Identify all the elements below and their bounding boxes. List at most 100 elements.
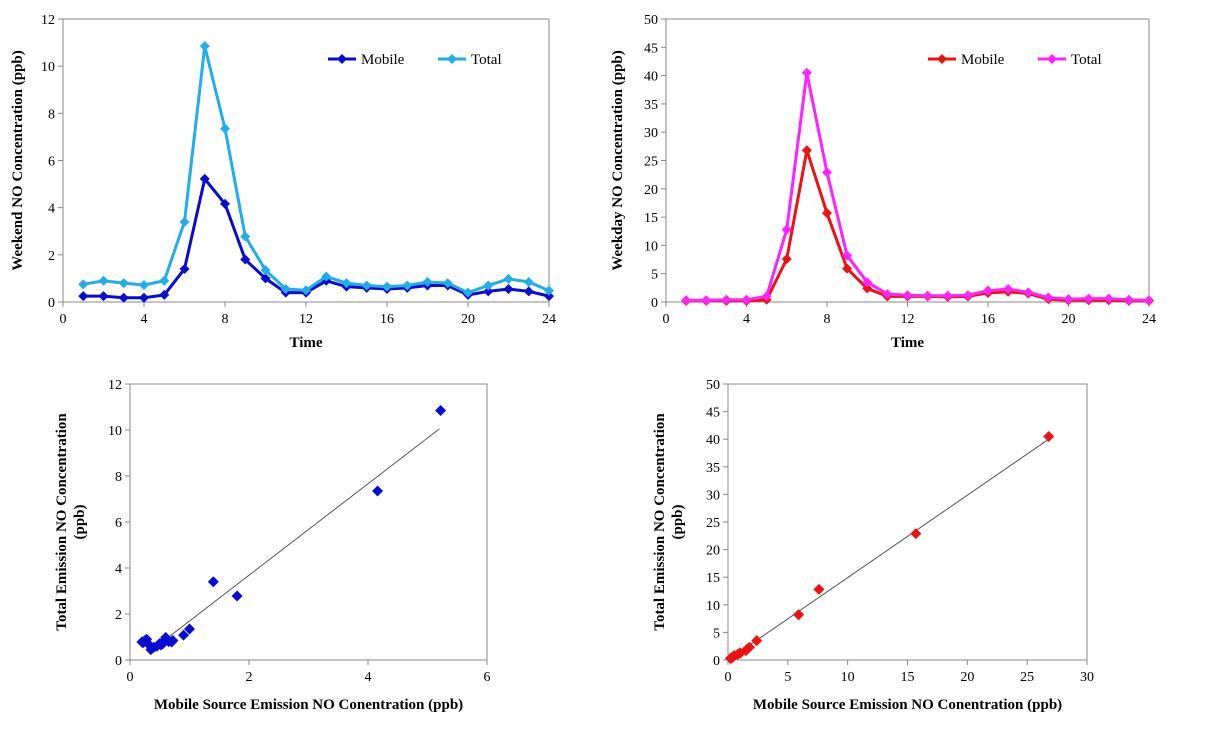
data-point-total xyxy=(503,273,514,284)
data-point-mobile xyxy=(801,145,812,156)
y-tick-label: 10 xyxy=(41,60,55,75)
y-tick-label: 4 xyxy=(115,562,122,577)
x-tick-label: 0 xyxy=(127,670,134,685)
scatter-point xyxy=(178,629,190,641)
plot-area-frame xyxy=(727,383,1088,661)
x-tick-label: 16 xyxy=(380,312,394,327)
scatter-point xyxy=(167,634,179,646)
x-tick-label: 24 xyxy=(542,312,556,327)
data-point-mobile xyxy=(159,289,170,300)
x-tick-label: 2 xyxy=(246,670,253,685)
scatter-point xyxy=(1043,430,1055,442)
data-point-total xyxy=(544,285,554,296)
legend-marker-mobile xyxy=(337,54,347,64)
x-axis-title: Mobile Source Emission NO Conentration (… xyxy=(154,697,463,713)
data-point-mobile xyxy=(483,286,494,297)
data-point-total xyxy=(922,290,933,301)
series-line-mobile xyxy=(686,149,1149,303)
x-tick-label: 12 xyxy=(299,312,313,327)
scatter-point xyxy=(231,590,243,602)
data-point-total xyxy=(139,280,149,291)
data-point-total xyxy=(463,287,473,298)
weekend-scatter-chart: 0 2 4 6 0 2 4 6 8 10 12 Mobile Source Emission NO C… xyxy=(0,362,600,742)
data-point-mobile xyxy=(862,283,873,294)
data-point-total xyxy=(781,224,792,235)
y-tick-label: 15 xyxy=(644,211,658,226)
x-tick-label: 20 xyxy=(960,670,974,685)
scatter-point xyxy=(813,583,825,595)
y-tick-label: 40 xyxy=(706,433,720,448)
legend-marker-mobile xyxy=(937,54,947,64)
y-tick-label: 15 xyxy=(706,571,720,586)
y-tick-label: 35 xyxy=(706,461,720,476)
data-point-mobile xyxy=(179,263,190,274)
legend-marker-total xyxy=(1047,54,1057,64)
scatter-point xyxy=(744,641,756,653)
y-tick-label: 50 xyxy=(644,13,658,28)
x-tick-label: 30 xyxy=(1080,670,1094,685)
data-point-total xyxy=(179,216,190,227)
x-tick-label: 15 xyxy=(901,670,915,685)
scatter-point xyxy=(207,576,219,588)
data-point-mobile xyxy=(78,291,89,302)
y-tick-label: 5 xyxy=(651,268,658,283)
weekday-line-chart-svg: 0 4 8 12 16 20 24 0 5 10 15 20 25 30 35 40 45 50 Time Weekd… xyxy=(610,13,1156,351)
plot-area-frame xyxy=(129,383,488,661)
data-point-total xyxy=(701,295,712,306)
weekday-line-chart: 0 4 8 12 16 20 24 0 5 10 15 20 25 30 35 40 45 50 Time Weekd… xyxy=(600,0,1211,360)
data-point-total xyxy=(1144,295,1154,306)
x-tick-label: 4 xyxy=(743,312,750,327)
data-point-total xyxy=(983,285,993,296)
y-tick-label: 20 xyxy=(706,544,720,559)
data-point-total xyxy=(220,123,230,134)
data-point-total xyxy=(1003,283,1014,294)
data-point-mobile xyxy=(822,208,832,219)
scatter-point xyxy=(435,404,447,416)
data-point-total xyxy=(199,41,210,52)
data-point-total xyxy=(1063,294,1074,305)
x-tick-label: 6 xyxy=(484,670,491,685)
y-tick-label: 0 xyxy=(115,654,122,669)
y-tick-label: 8 xyxy=(48,107,55,122)
legend-label-total: Total xyxy=(1071,52,1102,68)
scatter-point xyxy=(734,647,746,659)
data-point-total xyxy=(98,275,109,286)
x-tick-label: 20 xyxy=(461,312,475,327)
weekday-scatter-chart-svg: 0 5 10 15 20 25 30 0 5 10 15 20 25 30 35 40 45 50 Mobile S… xyxy=(652,378,1094,713)
weekday-scatter-chart: 0 5 10 15 20 25 30 0 5 10 15 20 25 30 35 40 45 50 Mobile S… xyxy=(600,362,1211,742)
y-tick-label: 12 xyxy=(41,13,55,28)
scatter-point xyxy=(184,623,195,635)
x-tick-label: 4 xyxy=(365,670,372,685)
data-point-total xyxy=(1083,293,1094,304)
y-tick-label: 20 xyxy=(644,183,658,198)
data-point-total xyxy=(422,276,433,287)
data-point-total xyxy=(862,277,873,288)
data-point-total xyxy=(240,231,251,242)
weekend-scatter-chart-svg: 0 2 4 6 0 2 4 6 8 10 12 Mobile Source Emission NO C… xyxy=(54,378,491,713)
data-point-total xyxy=(962,290,973,301)
data-point-total xyxy=(801,67,812,78)
data-point-total xyxy=(523,276,534,287)
x-axis-title: Mobile Source Emission NO Conentration (… xyxy=(753,697,1062,713)
data-point-mobile xyxy=(260,273,271,284)
data-point-mobile xyxy=(240,254,251,265)
data-point-mobile xyxy=(98,291,109,302)
y-tick-label: 30 xyxy=(644,126,658,141)
y-tick-label: 6 xyxy=(115,516,122,531)
data-point-total xyxy=(721,294,732,305)
weekend-line-chart: 0 4 8 12 16 20 24 0 2 4 6 8 10 12 Time Weekend NO Conce… xyxy=(0,0,600,360)
y-tick-label: 2 xyxy=(115,608,122,623)
trendline xyxy=(156,428,440,647)
data-point-total xyxy=(1043,292,1054,303)
data-point-total xyxy=(341,278,352,289)
y-tick-label: 0 xyxy=(651,296,658,311)
data-point-total xyxy=(402,280,413,291)
legend-label-mobile: Mobile xyxy=(361,52,405,68)
x-tick-label: 8 xyxy=(824,312,831,327)
x-tick-label: 0 xyxy=(663,312,670,327)
data-point-mobile xyxy=(139,292,149,303)
y-axis-title-line2: (ppb) xyxy=(670,504,686,539)
y-tick-label: 2 xyxy=(48,249,55,264)
scatter-point xyxy=(141,633,153,645)
